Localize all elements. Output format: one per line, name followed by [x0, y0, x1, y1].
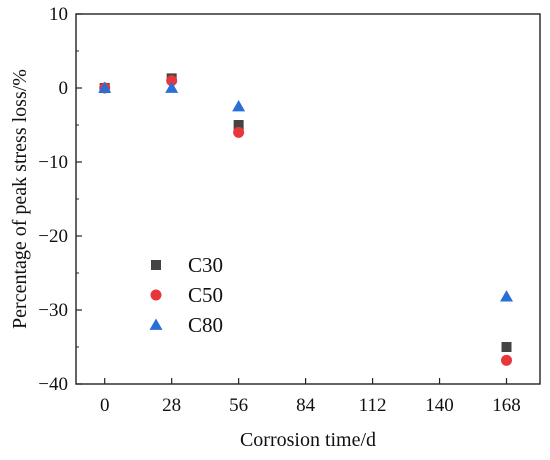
- x-tick-label: 56: [229, 395, 248, 416]
- y-tick-label: −30: [38, 300, 68, 321]
- legend-label-c30: C30: [188, 253, 223, 277]
- legend-label-c50: C50: [188, 283, 223, 307]
- y-tick-label: 0: [59, 78, 69, 99]
- data-point-c80: [98, 81, 112, 93]
- data-points: [98, 73, 514, 366]
- y-tick-label: −20: [38, 226, 68, 247]
- x-tick-label: 112: [359, 395, 387, 416]
- data-point-c80: [165, 81, 179, 93]
- x-tick-label: 140: [425, 395, 454, 416]
- x-tick-label: 84: [296, 395, 316, 416]
- data-point-c30: [233, 120, 244, 130]
- data-point-c50: [166, 75, 178, 87]
- y-tick-label: 10: [49, 4, 68, 25]
- legend: C30 C50 C80: [149, 253, 223, 337]
- data-point-c30: [501, 342, 512, 352]
- data-point-c80: [232, 100, 246, 112]
- axis-ticks: 0 28 56 84 112 140 168 10 0 −10 −20 −30 −40: [38, 4, 520, 416]
- x-axis-title: Corrosion time/d: [240, 429, 376, 451]
- data-point-c50: [233, 126, 245, 138]
- legend-marker-c80: [149, 318, 163, 330]
- y-axis-title: Percentage of peak stress loss/%: [9, 69, 31, 329]
- data-point-c80: [500, 290, 514, 302]
- x-tick-label: 28: [162, 395, 181, 416]
- plot-frame: [75, 13, 541, 385]
- x-tick-label: 0: [100, 395, 110, 416]
- legend-label-c80: C80: [188, 313, 223, 337]
- x-tick-label: 168: [492, 395, 521, 416]
- y-tick-label: −40: [38, 374, 68, 395]
- legend-marker-c50: [150, 289, 162, 301]
- data-point-c50: [501, 354, 513, 366]
- y-tick-label: −10: [38, 152, 68, 173]
- legend-marker-c30: [151, 260, 161, 270]
